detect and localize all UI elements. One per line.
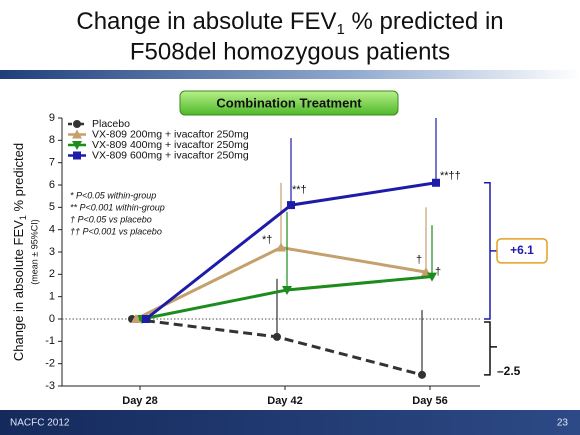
data-point xyxy=(418,370,426,379)
y-tick-label: -1 xyxy=(45,335,55,347)
footer-text: NACFC 2012 xyxy=(10,418,70,429)
annotation: † xyxy=(416,254,422,266)
page-number: 23 xyxy=(557,418,569,429)
legend-marker xyxy=(72,141,82,150)
y-tick-label: 4 xyxy=(49,224,55,236)
badge-text: Combination Treatment xyxy=(216,95,362,110)
data-point xyxy=(276,242,286,252)
data-point xyxy=(131,314,141,323)
annotation: **† xyxy=(292,184,307,196)
bracket xyxy=(484,182,497,320)
data-point xyxy=(287,201,295,210)
y-tick-label: 1 xyxy=(49,291,55,303)
footnote: † P<0.05 vs placebo xyxy=(70,214,152,224)
y-tick-label: 5 xyxy=(49,201,55,213)
bracket-label: –2.5 xyxy=(497,364,521,378)
legend-marker xyxy=(73,151,81,160)
data-point xyxy=(427,272,437,282)
data-point xyxy=(142,315,150,323)
legend-label: VX-809 200mg + ivacaftor 250mg xyxy=(92,128,249,140)
badge xyxy=(179,90,399,116)
y-tick-label: -2 xyxy=(45,358,55,370)
footnote: * P<0.05 within-group xyxy=(70,190,156,200)
slide-title: Change in absolute FEV1 % predicted in xyxy=(76,8,503,38)
data-point xyxy=(273,332,281,341)
y-axis-label: Change in absolute FEV1 % predicted xyxy=(11,143,28,361)
annotation: *† xyxy=(262,234,272,246)
legend-label: VX-809 600mg + ivacaftor 250mg xyxy=(92,149,249,161)
annotation: **†† xyxy=(440,170,461,182)
bracket-label-box xyxy=(496,238,548,264)
legend-label: VX-809 400mg + ivacaftor 250mg xyxy=(92,139,249,151)
y-tick-label: 9 xyxy=(49,112,55,124)
x-tick-label: Day 56 xyxy=(412,395,447,407)
x-tick-label: Day 42 xyxy=(267,395,302,407)
slide-title: F508del homozygous patients xyxy=(130,38,450,65)
footer-band xyxy=(0,410,580,435)
y-tick-label: 0 xyxy=(49,313,55,325)
y-axis-note: (mean ± 95%CI) xyxy=(29,219,39,284)
header-band xyxy=(0,70,580,79)
x-tick-label: Day 28 xyxy=(122,395,157,407)
y-tick-label: 8 xyxy=(49,134,55,146)
legend-marker xyxy=(73,120,81,128)
data-point xyxy=(432,178,440,187)
footnote: ** P<0.001 within-group xyxy=(70,202,165,212)
legend-label: Placebo xyxy=(92,118,130,130)
footnote: †† P<0.001 vs placebo xyxy=(70,226,162,236)
y-tick-label: 6 xyxy=(49,179,55,191)
bracket-label: +6.1 xyxy=(510,243,534,257)
y-tick-label: 7 xyxy=(49,157,55,169)
data-point xyxy=(282,285,292,295)
y-tick-label: 2 xyxy=(49,268,55,280)
y-tick-label: -3 xyxy=(45,380,55,392)
legend-marker xyxy=(72,129,82,139)
bracket xyxy=(484,321,497,376)
y-tick-label: 3 xyxy=(49,246,55,258)
annotation: † xyxy=(435,266,441,278)
